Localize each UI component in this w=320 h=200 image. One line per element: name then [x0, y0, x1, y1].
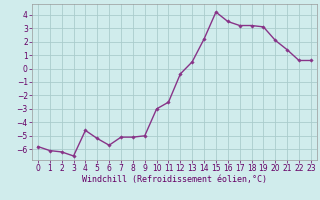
X-axis label: Windchill (Refroidissement éolien,°C): Windchill (Refroidissement éolien,°C) — [82, 175, 267, 184]
